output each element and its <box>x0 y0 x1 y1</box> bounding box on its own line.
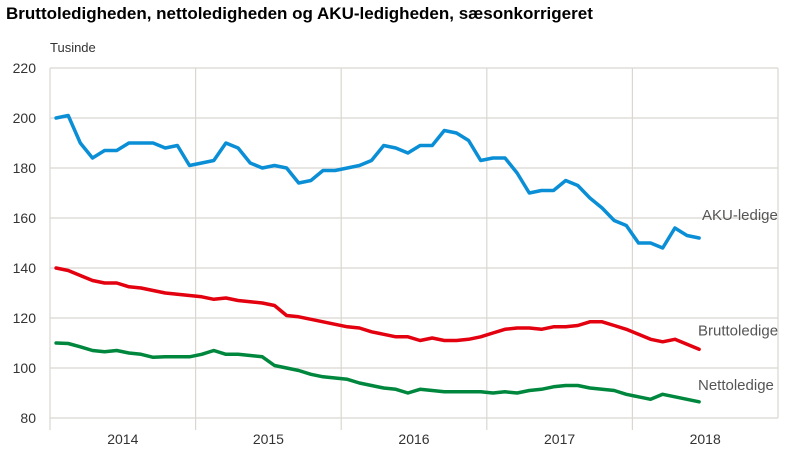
series-line-aku-ledige <box>54 113 701 250</box>
y-tick-label: 200 <box>13 110 37 126</box>
y-tick-label: 220 <box>13 60 37 76</box>
series-line-bruttoledige <box>54 266 701 352</box>
y-tick-label: 100 <box>13 360 37 376</box>
y-tick-label: 140 <box>13 260 37 276</box>
y-axis-label: Tusinde <box>50 40 96 55</box>
chart-title: Bruttoledigheden, nettoledigheden og AKU… <box>6 4 593 23</box>
x-tick-label: 2017 <box>544 431 575 447</box>
x-tick-label: 2015 <box>253 431 284 447</box>
series-label: AKU-ledige <box>702 207 778 224</box>
series-label: Nettoledige <box>698 377 774 394</box>
x-tick-label: 2014 <box>107 431 138 447</box>
x-tick-label: 2016 <box>398 431 429 447</box>
series-label: Bruttoledige <box>698 322 778 339</box>
y-tick-label: 160 <box>13 210 37 226</box>
y-tick-label: 120 <box>13 310 37 326</box>
series-line-nettoledige <box>54 341 701 404</box>
y-tick-label: 80 <box>20 410 36 426</box>
y-tick-label: 180 <box>13 160 37 176</box>
x-tick-label: 2018 <box>690 431 721 447</box>
